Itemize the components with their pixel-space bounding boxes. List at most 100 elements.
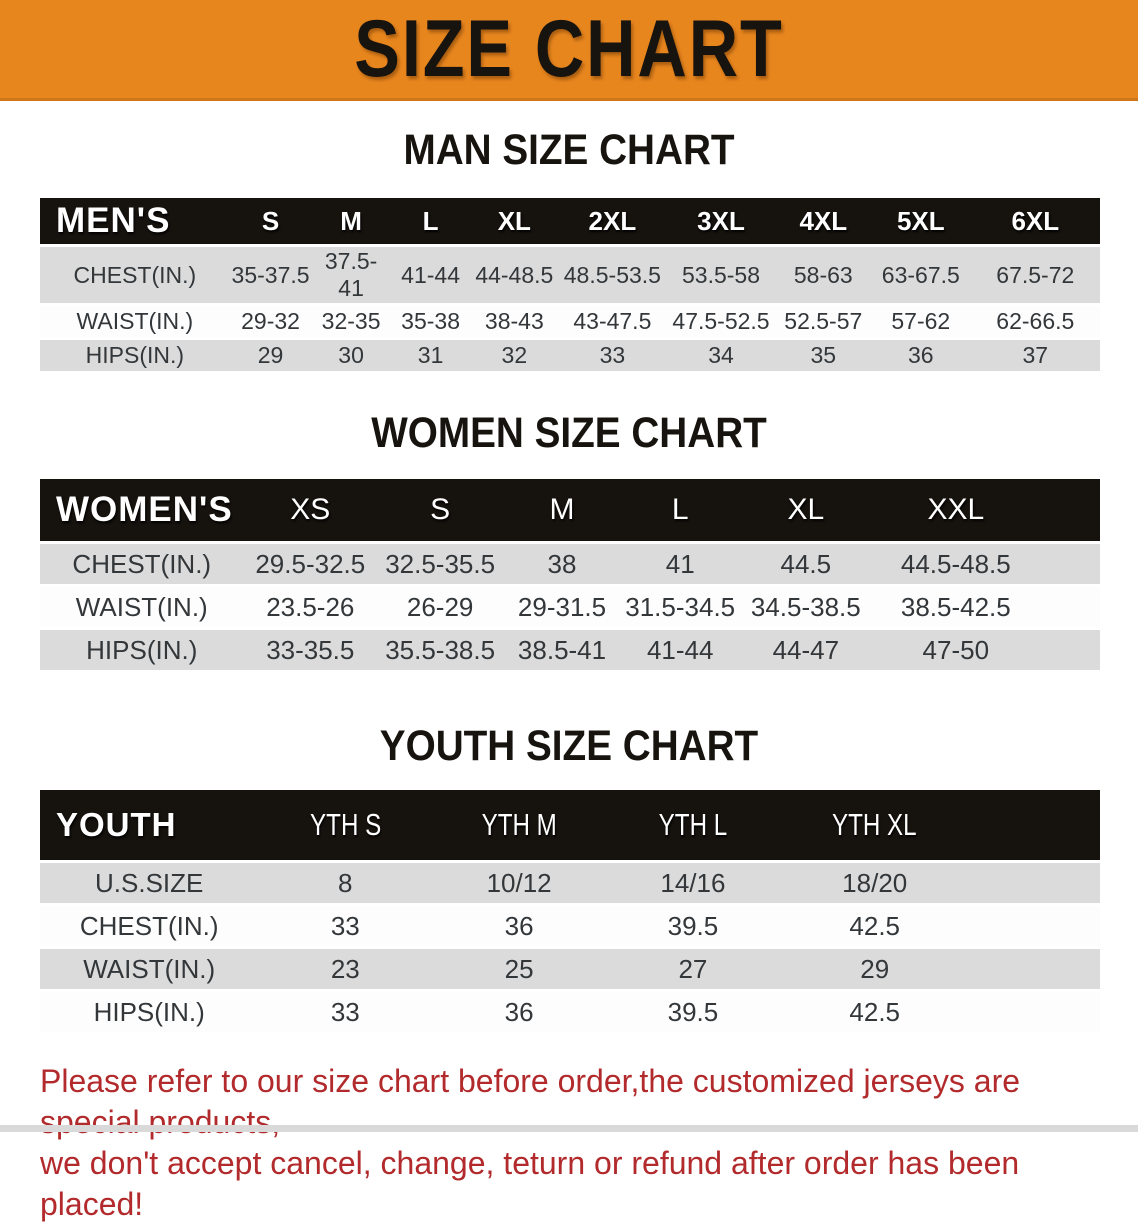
size-value-cell: 52.5-57: [775, 306, 871, 337]
size-value-cell: 38-43: [470, 306, 559, 337]
measure-label: HIPS(IN.): [40, 340, 230, 371]
size-value-cell: 23: [258, 949, 433, 989]
size-value-cell: 43-47.5: [558, 306, 667, 337]
size-value-cell: 35-37.5: [229, 247, 312, 303]
size-label: YTH XL: [832, 807, 918, 842]
men-size-col-header: 3XL: [666, 198, 776, 244]
men-table-title: MEN'S: [40, 198, 230, 244]
men-size-col-header: L: [390, 198, 471, 244]
size-value-cell: 37: [970, 340, 1100, 371]
youth-size-table: YOUTH YTH S YTH M YTH L YTH XL U.S.SIZE 8 10/1…: [40, 787, 1100, 1035]
men-size-col-header: 4XL: [775, 198, 871, 244]
men-size-col-header: M: [311, 198, 391, 244]
women-row-chest-in: CHEST(IN.) 29.5-32.5 32.5-35.5 38 41 44.5 44.5…: [40, 544, 1100, 584]
size-value-cell: 67.5-72: [970, 247, 1100, 303]
size-value-cell: 62-66.5: [970, 306, 1100, 337]
size-value-cell: 34.5-38.5: [739, 587, 873, 627]
youth-row-chest-in: CHEST(IN.) 33 36 39.5 42.5: [40, 906, 1100, 946]
size-label: 5XL: [896, 205, 945, 236]
women-size-col-header: XXL: [872, 479, 1040, 541]
size-value-cell: 32: [470, 340, 559, 371]
size-label: 2XL: [588, 205, 637, 236]
youth-size-col-header: YTH S: [258, 790, 433, 860]
size-label: YTH L: [658, 807, 728, 842]
size-value-cell: 44-48.5: [470, 247, 559, 303]
size-value-cell: 34: [666, 340, 776, 371]
size-value-cell: 35-38: [390, 306, 471, 337]
men-row-chest-in: CHEST(IN.) 35-37.5 37.5-41 41-44 44-48.5 48.5…: [40, 247, 1100, 303]
filler-cell: [969, 863, 1100, 903]
women-table-header-row: WOMEN'S XS S M L XL XXL: [40, 479, 1100, 541]
size-value-cell: 42.5: [779, 906, 970, 946]
size-value-cell: 47-50: [872, 630, 1040, 670]
size-value-cell: 23.5-26: [243, 587, 378, 627]
women-size-col-header: XL: [739, 479, 873, 541]
size-value-cell: 32.5-35.5: [377, 544, 504, 584]
men-row-waist-in: WAIST(IN.) 29-32 32-35 35-38 38-43 43-47.5 47.…: [40, 306, 1100, 337]
size-value-cell: 36: [432, 906, 607, 946]
size-value-cell: 14/16: [606, 863, 780, 903]
youth-table-header-row: YOUTH YTH S YTH M YTH L YTH XL: [40, 790, 1100, 860]
filler-cell: [969, 790, 1100, 860]
size-label: XL: [787, 493, 825, 526]
measure-label: U.S.SIZE: [40, 863, 259, 903]
size-label: L: [671, 493, 689, 526]
size-value-cell: 47.5-52.5: [666, 306, 776, 337]
women-row-waist-in: WAIST(IN.) 23.5-26 26-29 29-31.5 31.5-34.5 34…: [40, 587, 1100, 627]
youth-size-col-header: YTH XL: [779, 790, 970, 860]
size-value-cell: 31: [390, 340, 471, 371]
women-size-table: WOMEN'S XS S M L XL XXL CHEST(IN.) 29.5-32.5 32.…: [40, 476, 1100, 673]
filler-cell: [969, 949, 1100, 989]
size-value-cell: 18/20: [779, 863, 970, 903]
size-label: S: [430, 493, 451, 526]
youth-row-hips-in: HIPS(IN.) 33 36 39.5 42.5: [40, 992, 1100, 1032]
size-value-cell: 29: [229, 340, 312, 371]
order-policy-note-line1: Please refer to our size chart before or…: [40, 1063, 1021, 1140]
women-table-title: WOMEN'S: [40, 479, 244, 541]
men-table-header-row: MEN'S S M L XL 2XL 3XL 4XL 5XL 6XL: [40, 198, 1100, 244]
size-value-cell: 38.5-41: [503, 630, 621, 670]
size-value-cell: 27: [606, 949, 780, 989]
size-value-cell: 29.5-32.5: [243, 544, 378, 584]
size-value-cell: 31.5-34.5: [620, 587, 740, 627]
men-size-col-header: 5XL: [870, 198, 971, 244]
size-label: S: [261, 205, 280, 236]
size-value-cell: 41-44: [390, 247, 471, 303]
measure-label: HIPS(IN.): [40, 630, 244, 670]
measure-label: CHEST(IN.): [40, 544, 244, 584]
women-size-col-header: M: [503, 479, 621, 541]
measure-label: CHEST(IN.): [40, 906, 259, 946]
size-value-cell: 29: [779, 949, 970, 989]
size-label: XL: [497, 205, 531, 236]
women-size-col-header: L: [620, 479, 740, 541]
size-chart-banner: SIZE CHART: [0, 0, 1138, 101]
men-row-hips-in: HIPS(IN.) 29 30 31 32 33 34 35 36 37: [40, 340, 1100, 371]
size-value-cell: 33: [258, 906, 433, 946]
size-label: M: [340, 205, 362, 236]
measure-label: WAIST(IN.): [40, 306, 230, 337]
size-value-cell: 33: [558, 340, 667, 371]
size-label: XS: [290, 493, 331, 526]
youth-size-col-header: YTH L: [606, 790, 780, 860]
men-size-col-header: XL: [470, 198, 559, 244]
filler-cell: [1039, 587, 1100, 627]
size-value-cell: 35: [775, 340, 871, 371]
size-value-cell: 44.5-48.5: [872, 544, 1040, 584]
bottom-divider: [0, 1125, 1138, 1132]
filler-cell: [1039, 630, 1100, 670]
youth-size-col-header: YTH M: [432, 790, 607, 860]
women-size-col-header: S: [377, 479, 504, 541]
size-value-cell: 41-44: [620, 630, 740, 670]
women-row-hips-in: HIPS(IN.) 33-35.5 35.5-38.5 38.5-41 41-44 44-…: [40, 630, 1100, 670]
size-label: 3XL: [697, 205, 745, 236]
size-value-cell: 10/12: [432, 863, 607, 903]
size-label: 6XL: [1011, 205, 1060, 236]
banner-title: SIZE CHART: [354, 4, 784, 94]
size-value-cell: 32-35: [311, 306, 391, 337]
size-value-cell: 29-32: [229, 306, 312, 337]
size-value-cell: 30: [311, 340, 391, 371]
size-value-cell: 25: [432, 949, 607, 989]
size-value-cell: 44-47: [739, 630, 873, 670]
size-value-cell: 29-31.5: [503, 587, 621, 627]
man-size-chart-heading: MAN SIZE CHART: [403, 126, 735, 174]
